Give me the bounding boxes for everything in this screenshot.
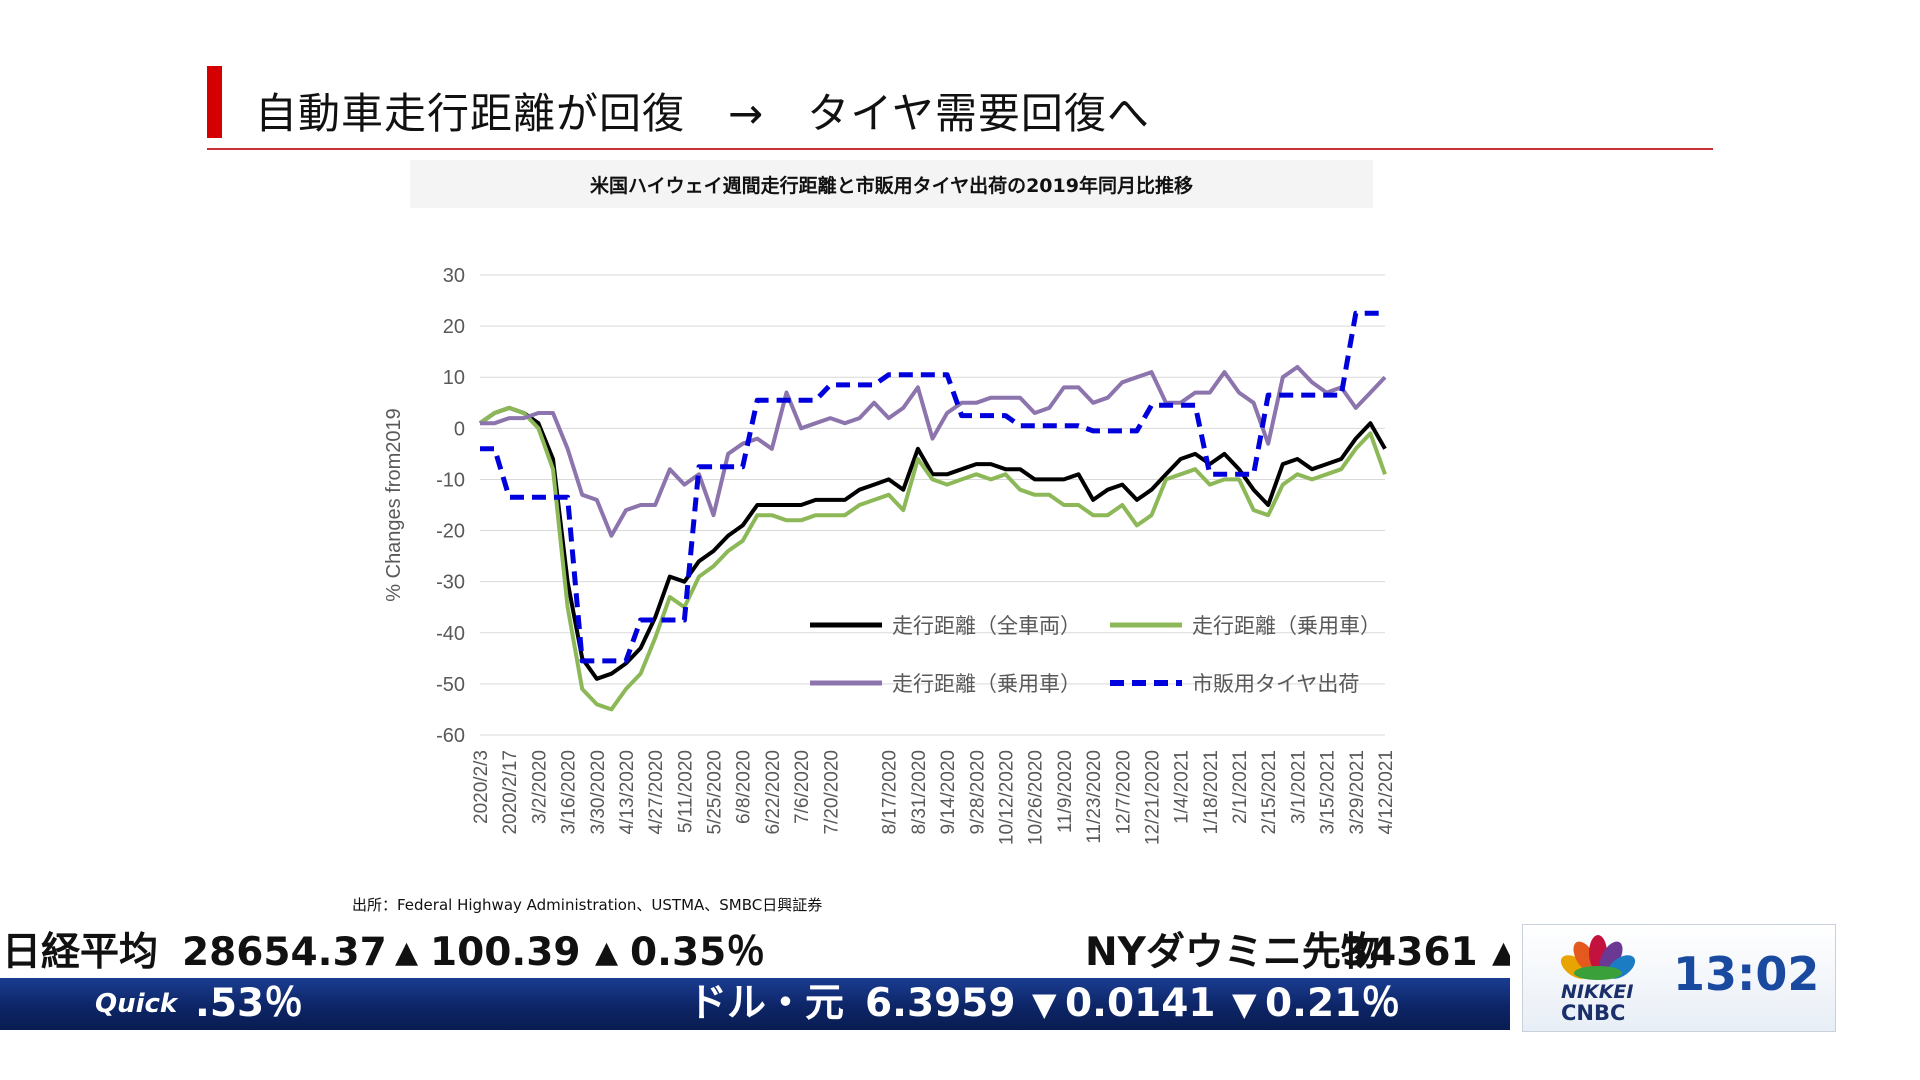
x-tick-label: 10/12/2020 [996,750,1017,845]
series-line-4 [480,310,1385,664]
nikkei-value: 28654.37 [182,930,387,975]
source-note: 出所：Federal Highway Administration、USTMA、… [352,896,823,914]
x-tick-label: 5/11/2020 [675,750,696,833]
x-tick-label: 11/9/2020 [1055,750,1076,833]
legend-label-1: 走行距離（全車両） [892,614,1081,638]
legend-label-3: 走行距離（乗用車） [892,672,1081,696]
usd-cny-change: 0.0141 [1065,981,1216,1026]
x-tick-label: 1/4/2021 [1172,750,1193,824]
x-tick-label: 9/14/2020 [938,750,959,835]
x-tick-label: 9/28/2020 [967,750,988,835]
y-tick-label: 10 [443,367,465,389]
up-arrow-icon: ▲ [395,935,419,970]
chart-header: 米国ハイウェイ週間走行距離と市販用タイヤ出荷の2019年同月比推移 [410,160,1373,208]
down-arrow-icon-2: ▼ [1232,985,1257,1023]
left-pct: .53％ [195,981,304,1026]
x-tick-label: 3/29/2021 [1347,750,1368,835]
x-tick-label: 6/8/2020 [734,750,755,824]
y-tick-label: 20 [443,316,465,338]
x-tick-label: 2/15/2021 [1259,750,1280,835]
x-tick-label: 4/12/2021 [1376,750,1397,835]
y-tick-label: -60 [436,725,465,747]
clock: 13:02 [1673,947,1820,1001]
x-tick-label: 7/6/2020 [792,750,813,824]
chart-header-text: 米国ハイウェイ週間走行距離と市販用タイヤ出荷の2019年同月比推移 [590,174,1193,197]
x-tick-label: 5/25/2020 [705,750,726,835]
cnbc-logo-text: CNBC [1561,1001,1626,1025]
x-tick-label: 3/15/2021 [1318,750,1339,835]
nikkei-label: 日経平均 [2,930,159,975]
usd-cny-value: 6.3959 [865,981,1016,1026]
y-tick-label: -10 [436,469,465,491]
x-tick-label: 2/1/2021 [1230,750,1251,824]
y-tick-label: -20 [436,521,465,543]
x-tick-label: 2020/2/17 [500,750,521,835]
y-tick-label: -30 [436,572,465,594]
y-axis-label: % Changes from2019 [383,408,405,601]
ticker-top: 日経平均 28654.37 ▲ 100.39 ▲ 0.35％ NYダウミニ先物 … [0,928,1510,978]
title-accent-bar [207,66,222,138]
series-line-1 [478,405,1387,681]
x-tick-label: 3/16/2020 [559,750,580,835]
y-tick-label: -50 [436,674,465,696]
x-tick-label: 12/21/2020 [1142,750,1163,845]
line-chart: 30 20 10 0 -10 -20 -30 -40 -50 -60 % Changes from2… [383,265,1397,845]
usd-cny-label: ドル・元 [688,981,845,1026]
legend-label-2: 走行距離（乗用車） [1192,614,1381,638]
x-tick-label: 12/7/2020 [1113,750,1134,835]
ny-dow-label: NYダウミニ先物 [1085,930,1380,975]
x-tick-label: 1/18/2021 [1201,750,1222,835]
x-tick-label: 2020/2/3 [471,750,492,824]
x-tick-label: 7/20/2020 [821,750,842,835]
nikkei-logo-text: NIKKEI [1561,981,1634,1003]
nikkei-pct: 0.35％ [630,930,766,975]
y-tick-label: 30 [443,265,465,287]
x-tick-label: 3/1/2021 [1288,750,1309,824]
x-tick-label: 8/31/2020 [909,750,930,835]
legend-label-4: 市販用タイヤ出荷 [1192,672,1359,696]
series-line-2 [478,405,1387,712]
y-tick-label: -40 [436,623,465,645]
y-tick-label: 0 [454,418,465,440]
x-tick-label: 3/30/2020 [588,750,609,835]
x-tick-label: 8/17/2020 [880,750,901,835]
up-arrow-icon-3: ▲ [1492,935,1510,970]
peacock-icon [1560,935,1636,980]
x-tick-label: 4/13/2020 [617,750,638,835]
ticker-bottom: Quick .53％ ドル・元 6.3959 ▼ 0.0141 ▼ 0.21％ [0,978,1510,1030]
title-divider [207,148,1713,150]
series-line-3 [480,365,1387,538]
x-tick-label: 4/27/2020 [646,750,667,835]
x-tick-label: 11/23/2020 [1084,750,1105,844]
down-arrow-icon: ▼ [1032,985,1057,1023]
x-tick-label: 6/22/2020 [763,750,784,835]
x-tick-label: 3/2/2020 [529,750,550,824]
up-arrow-icon-2: ▲ [595,935,619,970]
nikkei-cnbc-logo-box: NIKKEI CNBC 13:02 [1522,924,1836,1032]
x-tick-label: 10/26/2020 [1026,750,1047,845]
page-title: 自動車走行距離が回復 → タイヤ需要回復へ [255,89,1150,138]
nikkei-change: 100.39 [430,930,581,975]
ny-dow-value: 34361 [1342,930,1478,975]
usd-cny-pct: 0.21％ [1265,981,1401,1026]
quick-logo: Quick [95,989,178,1019]
